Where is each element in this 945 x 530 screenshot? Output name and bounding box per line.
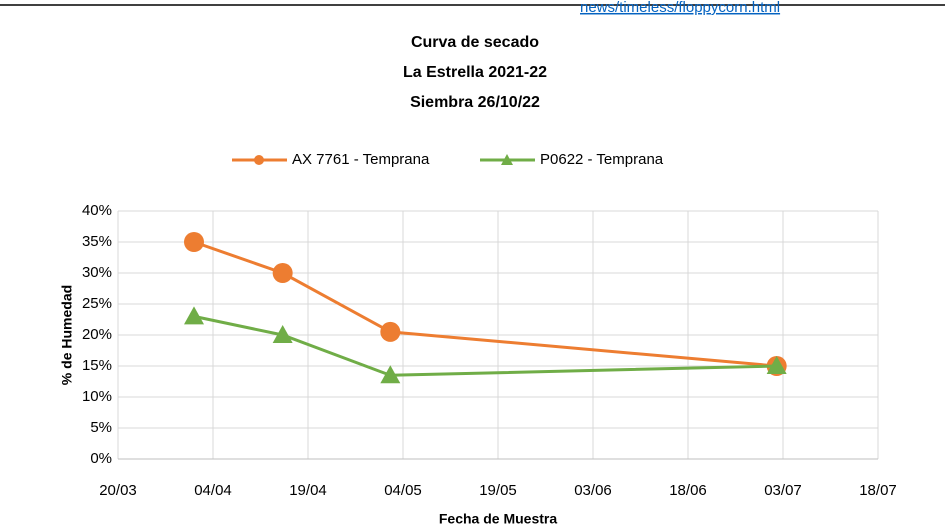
y-tick-label: 40%: [82, 202, 112, 219]
y-tick-label: 15%: [82, 357, 112, 374]
legend-label: P0622 - Temprana: [540, 151, 664, 168]
chart-title: Curva de secado: [411, 34, 539, 51]
y-tick-label: 5%: [90, 419, 112, 436]
x-tick-label: 18/07: [859, 482, 897, 499]
legend-marker: [501, 154, 513, 165]
marker: [380, 321, 401, 342]
x-tick-label: 04/05: [384, 482, 422, 499]
legend-marker: [254, 155, 264, 165]
marker: [184, 306, 204, 325]
marker: [272, 325, 293, 343]
y-tick-label: 20%: [82, 326, 112, 343]
y-tick-label: 35%: [82, 233, 112, 250]
chart-title: La Estrella 2021-22: [403, 64, 547, 81]
x-tick-label: 19/05: [479, 482, 517, 499]
marker: [272, 263, 293, 283]
marker: [380, 365, 401, 384]
series-line: [193, 240, 777, 368]
source-link[interactable]: news/timeless/floppycorn.html: [580, 0, 780, 16]
x-tick-label: 18/06: [669, 482, 707, 499]
legend-label: AX 7761 - Temprana: [292, 151, 430, 168]
x-tick-label: 03/06: [574, 482, 612, 499]
series-line: [193, 314, 777, 377]
marker: [766, 356, 787, 374]
chart-title: Siembra 26/10/22: [410, 94, 540, 111]
y-axis-label: % de Humedad: [59, 285, 75, 385]
x-tick-label: 19/04: [289, 482, 327, 499]
x-tick-label: 04/04: [194, 482, 232, 499]
y-tick-label: 10%: [82, 388, 112, 405]
y-tick-label: 30%: [82, 264, 112, 281]
x-axis-label: Fecha de Muestra: [439, 511, 557, 527]
x-tick-label: 03/07: [764, 482, 802, 499]
x-tick-label: 20/03: [99, 482, 137, 499]
y-tick-label: 0%: [90, 450, 112, 467]
marker: [184, 232, 204, 252]
y-tick-label: 25%: [82, 295, 112, 312]
